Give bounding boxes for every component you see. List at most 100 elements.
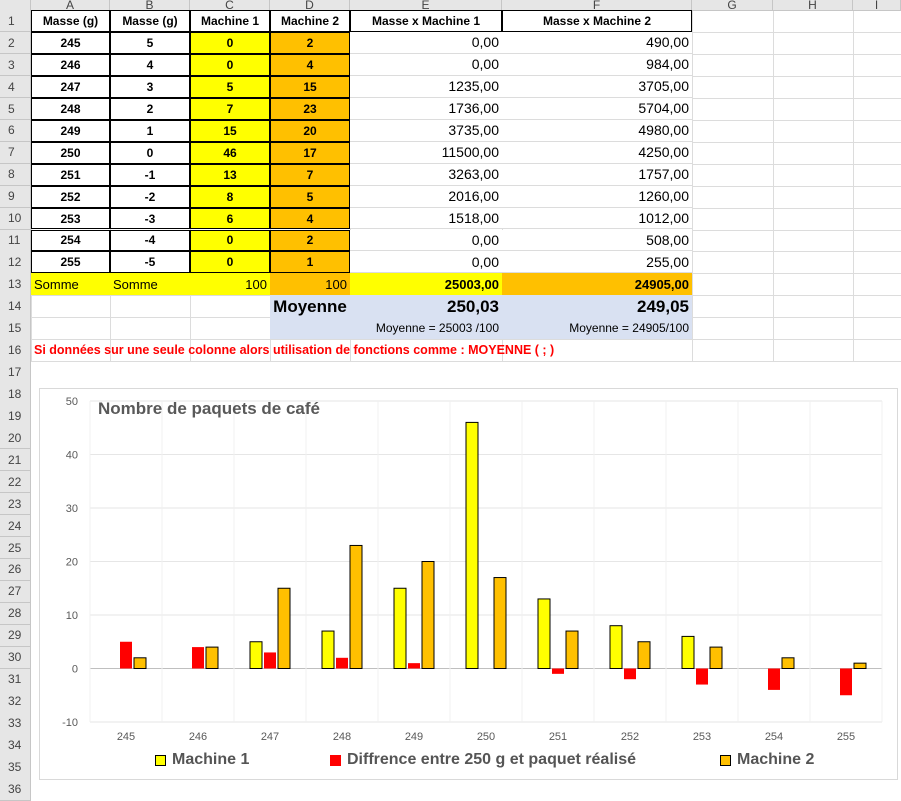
table-cell[interactable]: -5 xyxy=(110,251,190,274)
column-header[interactable]: I xyxy=(853,0,901,12)
table-cell[interactable]: -2 xyxy=(110,185,190,208)
row-header[interactable]: 36 xyxy=(0,778,31,801)
average-label[interactable]: Moyenne xyxy=(270,295,350,318)
table-cell[interactable]: 2 xyxy=(270,229,350,252)
table-cell[interactable]: 15 xyxy=(270,75,350,98)
table-cell[interactable]: 246 xyxy=(31,53,110,76)
table-cell[interactable]: 508,00 xyxy=(502,229,692,252)
row-header[interactable]: 9 xyxy=(0,185,31,209)
row-header[interactable]: 20 xyxy=(0,427,31,450)
column-header[interactable]: H xyxy=(773,0,853,12)
table-cell[interactable]: 17 xyxy=(270,141,350,164)
table-cell[interactable]: 4 xyxy=(270,53,350,76)
row-header[interactable]: 7 xyxy=(0,141,31,165)
table-cell[interactable]: 251 xyxy=(31,163,110,186)
row-header[interactable]: 8 xyxy=(0,163,31,187)
table-cell[interactable]: 3735,00 xyxy=(350,119,502,142)
row-header[interactable]: 1 xyxy=(0,10,31,33)
table-cell[interactable]: 1 xyxy=(110,119,190,142)
table-cell[interactable]: 0 xyxy=(110,141,190,164)
table-cell[interactable]: 8 xyxy=(190,185,270,208)
row-header[interactable]: 3 xyxy=(0,53,31,77)
table-cell[interactable]: 1 xyxy=(270,251,350,274)
table-cell[interactable]: 13 xyxy=(190,163,270,186)
table-header-cell[interactable]: Masse x Machine 2 xyxy=(502,10,692,32)
table-cell[interactable]: 6 xyxy=(190,207,270,230)
table-cell[interactable]: 1757,00 xyxy=(502,163,692,186)
table-cell[interactable]: 249 xyxy=(31,119,110,142)
row-header[interactable]: 18 xyxy=(0,383,31,406)
row-header[interactable]: 32 xyxy=(0,690,31,713)
table-cell[interactable]: 0 xyxy=(190,53,270,76)
table-cell[interactable]: 253 xyxy=(31,207,110,230)
table-cell[interactable]: 15 xyxy=(190,119,270,142)
table-cell[interactable]: 255,00 xyxy=(502,251,692,274)
table-cell[interactable]: 2 xyxy=(270,31,350,54)
table-cell[interactable]: -1 xyxy=(110,163,190,186)
table-cell[interactable]: 5 xyxy=(270,185,350,208)
table-cell[interactable]: 4 xyxy=(110,53,190,76)
row-header[interactable]: 31 xyxy=(0,668,31,691)
table-cell[interactable]: 1736,00 xyxy=(350,97,502,120)
table-cell[interactable]: 3705,00 xyxy=(502,75,692,98)
row-header[interactable]: 30 xyxy=(0,646,31,669)
table-cell[interactable]: 984,00 xyxy=(502,53,692,76)
row-header[interactable]: 6 xyxy=(0,119,31,143)
table-cell[interactable]: 3263,00 xyxy=(350,163,502,186)
table-cell[interactable]: -3 xyxy=(110,207,190,230)
table-header-cell[interactable]: Masse (g) xyxy=(110,10,190,32)
row-header[interactable]: 34 xyxy=(0,734,31,757)
row-header[interactable]: 35 xyxy=(0,756,31,779)
row-header[interactable]: 22 xyxy=(0,470,31,494)
average-formula-machine-1[interactable]: Moyenne = 25003 /100 xyxy=(350,317,502,340)
table-cell[interactable]: 247 xyxy=(31,75,110,98)
row-header[interactable]: 17 xyxy=(0,361,31,384)
sum-machine-2[interactable]: 100 xyxy=(270,273,350,296)
table-cell[interactable]: 245 xyxy=(31,31,110,54)
row-header[interactable]: 24 xyxy=(0,514,31,538)
table-cell[interactable]: 0 xyxy=(190,31,270,54)
table-header-cell[interactable]: Masse (g) xyxy=(31,10,110,32)
chart[interactable]: 50 40 30 20 10 0 -10 245 246 247 248 249 250 251 252 25… xyxy=(39,388,898,780)
table-cell[interactable]: 250 xyxy=(31,141,110,164)
table-cell[interactable]: 5704,00 xyxy=(502,97,692,120)
table-cell[interactable]: 1012,00 xyxy=(502,207,692,230)
note-text[interactable]: Si données sur une seule colonne alors u… xyxy=(34,342,555,357)
sum-label[interactable]: Somme xyxy=(31,273,110,296)
table-cell[interactable]: 0,00 xyxy=(350,251,502,274)
table-header-cell[interactable]: Masse x Machine 1 xyxy=(350,10,502,32)
table-cell[interactable]: 2 xyxy=(110,97,190,120)
table-cell[interactable]: 255 xyxy=(31,251,110,274)
average-formula-machine-2[interactable]: Moyenne = 24905/100 xyxy=(502,317,692,340)
column-header[interactable]: G xyxy=(692,0,773,12)
row-header[interactable]: 23 xyxy=(0,492,31,516)
row-header[interactable]: 14 xyxy=(0,295,31,318)
row-header[interactable]: 19 xyxy=(0,405,31,428)
table-cell[interactable]: 4 xyxy=(270,207,350,230)
row-header[interactable]: 15 xyxy=(0,317,31,340)
sum-machine-1[interactable]: 100 xyxy=(190,273,270,296)
table-cell[interactable]: 5 xyxy=(190,75,270,98)
table-cell[interactable]: 20 xyxy=(270,119,350,142)
table-cell[interactable]: 254 xyxy=(31,229,110,252)
row-header[interactable]: 5 xyxy=(0,97,31,121)
table-cell[interactable]: 490,00 xyxy=(502,31,692,54)
sum-mass-machine-1[interactable]: 25003,00 xyxy=(350,273,502,296)
table-cell[interactable]: 1518,00 xyxy=(350,207,502,230)
average-blank-cell[interactable] xyxy=(270,317,350,340)
table-cell[interactable]: 7 xyxy=(270,163,350,186)
sum-label[interactable]: Somme xyxy=(110,273,190,296)
row-header[interactable]: 33 xyxy=(0,712,31,735)
row-header[interactable]: 12 xyxy=(0,251,31,274)
table-cell[interactable]: 7 xyxy=(190,97,270,120)
table-cell[interactable]: 252 xyxy=(31,185,110,208)
sum-mass-machine-2[interactable]: 24905,00 xyxy=(502,273,692,296)
table-cell[interactable]: 0,00 xyxy=(350,53,502,76)
table-header-cell[interactable]: Machine 2 xyxy=(270,10,350,32)
row-header[interactable]: 25 xyxy=(0,536,31,560)
table-cell[interactable]: 0,00 xyxy=(350,31,502,54)
row-header[interactable]: 13 xyxy=(0,273,31,296)
row-header[interactable]: 27 xyxy=(0,580,31,604)
table-cell[interactable]: 1235,00 xyxy=(350,75,502,98)
